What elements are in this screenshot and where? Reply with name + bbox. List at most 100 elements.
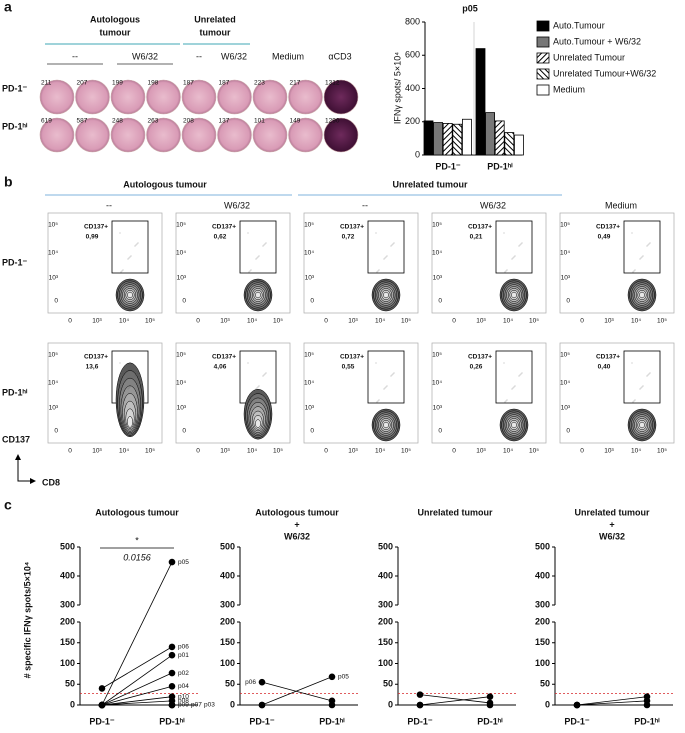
event — [248, 271, 250, 273]
chart-title: + — [294, 519, 299, 529]
group-header: Autologous — [90, 14, 140, 24]
well — [146, 79, 181, 115]
condition-label: W6/32 — [132, 51, 158, 61]
event — [505, 270, 507, 272]
y-tick-label: 100 — [60, 658, 75, 668]
p-value: 0.0156 — [123, 552, 151, 562]
event — [506, 269, 508, 271]
y-tick-label: 10³ — [305, 275, 315, 282]
spot-count: 211 — [41, 80, 52, 87]
event — [120, 271, 122, 273]
y-tick-label: 10⁴ — [176, 380, 186, 387]
event — [136, 243, 138, 245]
chart-title: Unrelated tumour — [417, 507, 493, 517]
x-tick-label: PD-1⁻ — [249, 716, 275, 726]
event — [119, 232, 121, 234]
y-tick-label: 10⁵ — [304, 222, 314, 229]
legend-label: Unrelated Tumour+W6/32 — [553, 68, 656, 78]
legend-swatch — [536, 84, 550, 96]
event — [250, 399, 252, 401]
point — [168, 669, 176, 677]
event — [520, 243, 522, 245]
gate — [495, 350, 533, 404]
x-tick-label: 10⁵ — [657, 318, 667, 325]
point — [416, 691, 424, 698]
condition-label: -- — [72, 51, 78, 61]
y-tick-label: 10⁴ — [560, 380, 570, 387]
pair-line — [101, 654, 173, 706]
x-tick-label: 10⁵ — [401, 318, 411, 325]
x-tick-label: 0 — [68, 318, 72, 325]
plot-frame — [175, 212, 291, 314]
event — [511, 258, 513, 260]
legend-label: Medium — [553, 84, 585, 94]
y-tick-label: 0 — [566, 428, 570, 435]
y-tick-label: 10³ — [561, 405, 571, 412]
point-label: p10 — [178, 693, 189, 700]
event — [135, 244, 137, 246]
event — [265, 242, 267, 244]
event — [376, 401, 378, 403]
arrow-head — [15, 454, 36, 484]
event — [265, 372, 267, 374]
y-tick-label: 300 — [60, 599, 75, 609]
event — [631, 232, 633, 234]
y-tick-label: 400 — [60, 570, 75, 580]
event — [119, 362, 121, 364]
condition-label: -- — [362, 200, 368, 210]
event — [247, 362, 249, 364]
event — [249, 400, 251, 402]
gate — [367, 220, 405, 274]
event — [646, 245, 648, 247]
contour — [127, 291, 133, 299]
x-tick-label: 10³ — [476, 318, 486, 325]
spot-count: 248 — [112, 118, 123, 125]
legend-label: Auto.Tumour — [553, 20, 605, 30]
x-tick-label: 10⁴ — [375, 448, 385, 455]
point-label: p08 — [178, 698, 189, 705]
x-tick-label: PD-1ʰⁱ — [319, 715, 345, 726]
row-label: PD-1ʰⁱ — [2, 386, 28, 397]
x-tick-label: 10⁵ — [145, 448, 155, 455]
y-tick-label: 10⁴ — [176, 250, 186, 257]
y-tick-label: 10⁴ — [560, 250, 570, 257]
gate-label: CD137+ — [340, 354, 364, 361]
y-tick-label: 0 — [54, 428, 58, 435]
point — [168, 651, 176, 659]
x-tick-label: 10⁴ — [375, 318, 385, 325]
gate-label: CD137+ — [84, 224, 108, 231]
y-tick-label: 200 — [60, 616, 75, 626]
contour — [255, 419, 261, 428]
x-tick-label: 10⁵ — [529, 448, 539, 455]
event — [514, 255, 516, 257]
bar — [494, 120, 505, 156]
y-tick-label: 400 — [535, 570, 550, 580]
point-label: p05 — [338, 673, 349, 680]
x-tick-label: 10⁵ — [145, 318, 155, 325]
y-tick-label: 400 — [220, 570, 235, 580]
y-tick-label: 0 — [70, 699, 75, 709]
legend-swatch — [536, 36, 550, 48]
pair-line — [101, 700, 173, 706]
gate-value: 0,62 — [214, 234, 227, 241]
event — [639, 258, 641, 260]
y-tick-label: 300 — [220, 599, 235, 609]
pair-line — [261, 681, 333, 702]
gate-label: CD137+ — [212, 354, 236, 361]
y-tick-label: 10³ — [49, 405, 59, 412]
chart-title: + — [609, 519, 614, 529]
well — [288, 117, 323, 153]
y-tick-label: 10⁴ — [304, 380, 314, 387]
x-tick-label: 0 — [580, 448, 584, 455]
event — [518, 245, 520, 247]
event — [263, 374, 265, 376]
pair-line — [576, 696, 648, 706]
x-tick-label: 10⁴ — [631, 448, 641, 455]
legend-label: Unrelated Tumour — [553, 52, 625, 62]
event — [136, 373, 138, 375]
point-label: p06 — [178, 644, 189, 651]
x-tick-label: 0 — [452, 448, 456, 455]
y-tick-label: 10⁴ — [432, 380, 442, 387]
point-label: p01 — [178, 652, 189, 659]
bar — [504, 132, 515, 156]
